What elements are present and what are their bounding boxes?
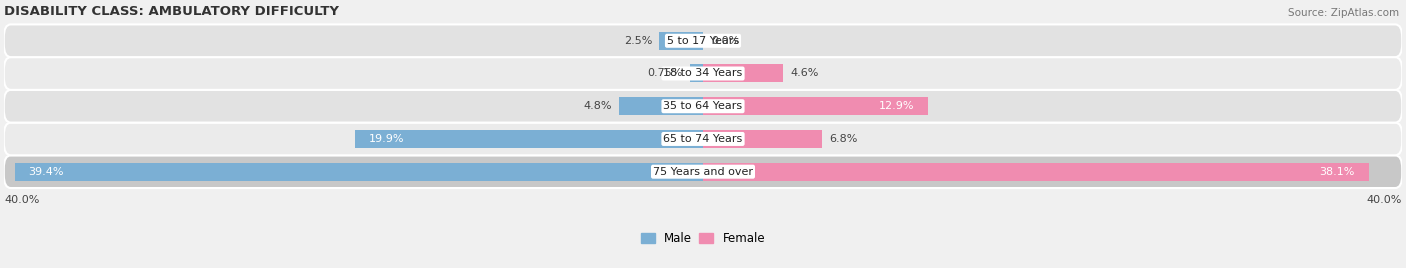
Text: 12.9%: 12.9% [879,101,914,111]
Text: 35 to 64 Years: 35 to 64 Years [664,101,742,111]
Bar [703,97,928,115]
Text: 6.8%: 6.8% [828,134,858,144]
Text: 38.1%: 38.1% [1319,167,1354,177]
Text: 5 to 17 Years: 5 to 17 Years [666,36,740,46]
Bar [703,65,783,83]
Bar [703,163,1368,181]
Text: 0.0%: 0.0% [711,36,740,46]
Text: 75 Years and over: 75 Years and over [652,167,754,177]
Bar [619,97,703,115]
FancyBboxPatch shape [4,122,1402,155]
Text: 0.75%: 0.75% [648,69,683,79]
Text: 40.0%: 40.0% [4,195,39,205]
Text: 4.6%: 4.6% [790,69,818,79]
Bar [14,163,703,181]
FancyBboxPatch shape [4,90,1402,122]
Text: 18 to 34 Years: 18 to 34 Years [664,69,742,79]
Bar [703,130,821,148]
Legend: Male, Female: Male, Female [636,228,770,250]
Bar [356,130,703,148]
Bar [690,65,703,83]
Text: 65 to 74 Years: 65 to 74 Years [664,134,742,144]
Bar [659,32,703,50]
FancyBboxPatch shape [4,155,1402,188]
Text: 40.0%: 40.0% [1367,195,1402,205]
Text: Source: ZipAtlas.com: Source: ZipAtlas.com [1288,8,1399,18]
Text: DISABILITY CLASS: AMBULATORY DIFFICULTY: DISABILITY CLASS: AMBULATORY DIFFICULTY [4,5,339,18]
Text: 2.5%: 2.5% [624,36,652,46]
Text: 39.4%: 39.4% [28,167,65,177]
FancyBboxPatch shape [4,24,1402,57]
Text: 4.8%: 4.8% [583,101,612,111]
Text: 19.9%: 19.9% [370,134,405,144]
FancyBboxPatch shape [4,57,1402,90]
